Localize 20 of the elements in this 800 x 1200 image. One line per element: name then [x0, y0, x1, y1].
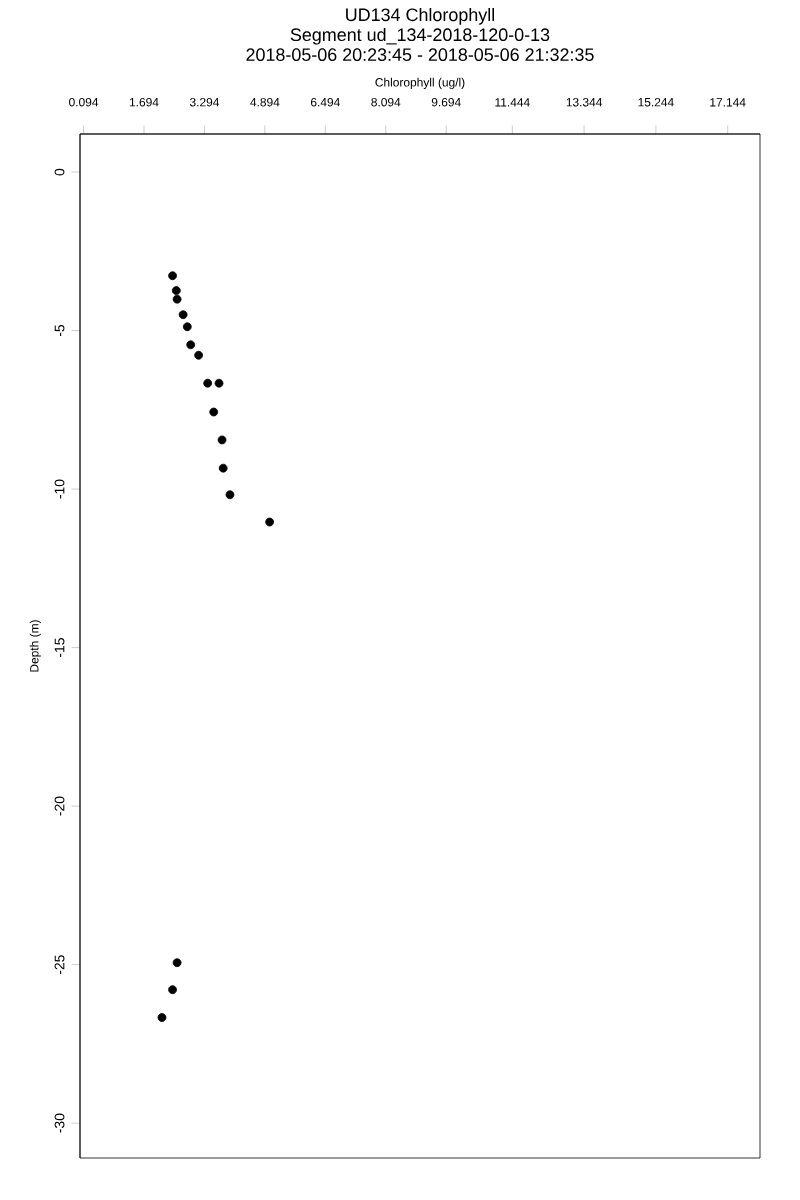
- point: [182, 322, 192, 332]
- point: [168, 985, 177, 995]
- point: [225, 490, 235, 500]
- point: [214, 378, 224, 388]
- point: [194, 350, 204, 360]
- point: [171, 286, 181, 295]
- chart-title: UD134 Chlorophyll: [346, 7, 494, 25]
- point: [178, 310, 188, 320]
- point: [203, 378, 213, 388]
- text: Segment ud_134-2018-120-0-13: [290, 27, 550, 45]
- point: [209, 407, 219, 417]
- point: [217, 435, 227, 445]
- point: [172, 958, 182, 968]
- text: 2018-05-06 20:23:45 - 2018-05-06 21:32:35: [246, 48, 594, 62]
- point: [168, 271, 177, 281]
- point: [218, 463, 228, 473]
- point: [172, 294, 182, 304]
- point: [157, 1013, 167, 1022]
- point: [186, 340, 196, 350]
- point: [265, 517, 275, 527]
